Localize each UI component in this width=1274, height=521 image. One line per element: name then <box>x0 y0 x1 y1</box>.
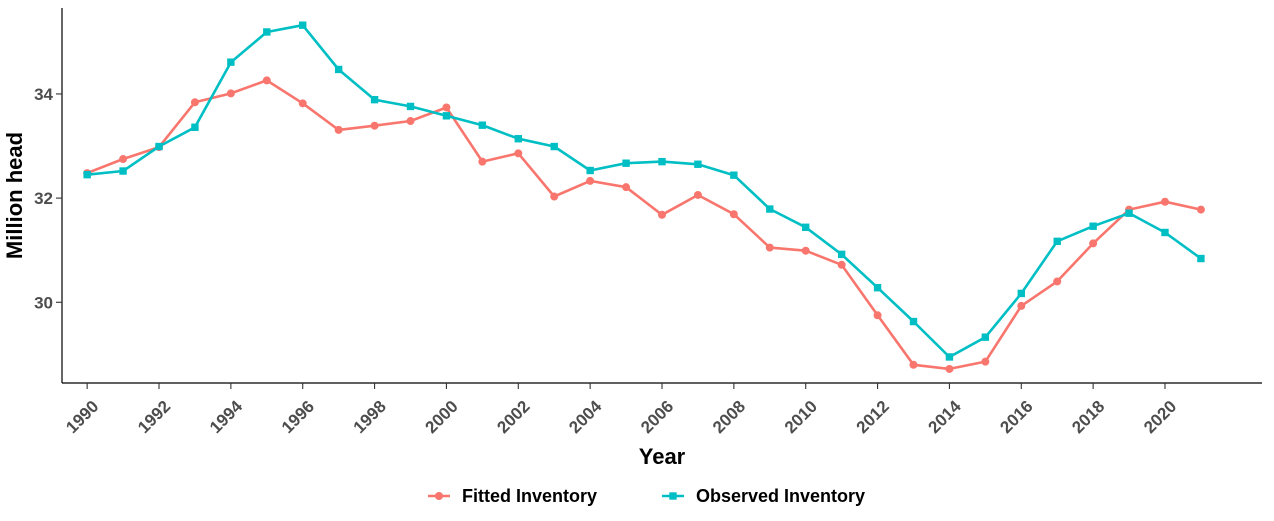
x-tick-label: 2014 <box>925 396 966 437</box>
data-point <box>334 125 343 134</box>
y-ticks: 30 32 34 <box>34 85 62 312</box>
data-point <box>1053 237 1061 246</box>
data-point <box>1089 239 1098 248</box>
x-tick-label: 1992 <box>134 397 174 437</box>
data-point <box>478 121 487 129</box>
x-tick-label: 2000 <box>422 397 462 437</box>
data-point <box>550 192 559 201</box>
data-point <box>191 123 199 131</box>
data-point <box>622 183 631 192</box>
data-point <box>370 121 379 130</box>
data-point <box>155 142 163 151</box>
legend-item: Observed Inventory <box>662 486 865 506</box>
legend-item: Fitted Inventory <box>428 486 597 506</box>
data-point <box>478 157 487 166</box>
data-point <box>406 117 415 126</box>
x-tick-label: 2004 <box>565 396 606 437</box>
x-ticks: 1990 1992 1994 1996 1998 2000 2002 2004 2006 2008… <box>62 383 1180 437</box>
y-tick-label: 30 <box>34 293 53 312</box>
x-tick-label: 2016 <box>996 397 1036 437</box>
data-point <box>837 250 846 259</box>
data-point <box>190 98 199 107</box>
data-point <box>119 155 128 164</box>
x-tick-label: 2012 <box>853 397 893 437</box>
data-point <box>622 159 630 167</box>
data-point <box>981 333 990 341</box>
x-tick-label: 1998 <box>350 397 390 437</box>
series-layer <box>83 21 1205 373</box>
data-point <box>1089 222 1097 230</box>
x-tick-label: 2008 <box>709 397 749 437</box>
data-point <box>226 89 235 98</box>
series-line <box>86 23 1202 359</box>
series-fitted-inventory <box>83 76 1205 373</box>
data-point <box>406 102 415 111</box>
series-observed-inventory <box>83 21 1205 361</box>
data-point <box>263 28 271 36</box>
data-point <box>945 364 954 373</box>
x-tick-label: 2010 <box>781 397 821 437</box>
data-point <box>1053 277 1062 286</box>
x-tick-label: 2002 <box>493 397 533 437</box>
x-tick-label: 1996 <box>278 397 318 437</box>
data-point <box>514 135 522 143</box>
data-point <box>873 311 882 320</box>
data-point <box>370 95 379 104</box>
data-point <box>1017 301 1026 310</box>
data-point <box>981 357 990 366</box>
data-point <box>442 103 451 112</box>
data-point <box>658 157 666 166</box>
data-point <box>909 317 918 326</box>
data-point <box>909 360 918 369</box>
legend-swatch-marker <box>435 492 443 500</box>
x-tick-label: 2020 <box>1140 397 1180 437</box>
y-axis-title: Million head <box>2 132 27 259</box>
data-point <box>442 112 451 120</box>
data-point <box>873 283 882 292</box>
data-point <box>765 243 774 252</box>
data-point <box>514 149 523 158</box>
data-point <box>1197 254 1205 263</box>
data-point <box>802 223 810 231</box>
x-axis-title: Year <box>639 444 686 469</box>
data-point <box>227 58 235 66</box>
data-point <box>298 99 307 108</box>
data-point <box>1161 228 1169 237</box>
data-point <box>299 21 307 29</box>
data-point <box>119 167 127 175</box>
x-tick-label: 1990 <box>62 397 102 437</box>
legend: Fitted Inventory Observed Inventory <box>428 486 865 506</box>
data-point <box>586 176 595 185</box>
data-point <box>693 190 702 199</box>
x-tick-label: 2006 <box>637 397 677 437</box>
data-point <box>83 170 91 179</box>
x-tick-label: 2018 <box>1068 397 1108 437</box>
data-point <box>586 166 594 175</box>
data-point <box>945 353 954 361</box>
y-tick-label: 34 <box>34 85 53 104</box>
data-point <box>1125 209 1133 217</box>
legend-swatch-marker <box>669 492 677 500</box>
data-point <box>766 205 774 213</box>
legend-label: Fitted Inventory <box>462 486 597 506</box>
data-point <box>262 76 271 85</box>
data-point <box>658 210 666 219</box>
axes <box>61 8 1262 384</box>
data-point <box>694 160 702 168</box>
data-point <box>729 210 738 219</box>
series-line <box>86 79 1202 371</box>
data-point <box>1017 289 1025 298</box>
y-tick-label: 32 <box>34 189 53 208</box>
data-point <box>801 246 810 255</box>
data-point <box>550 142 558 151</box>
data-point <box>334 65 343 74</box>
data-point <box>1160 197 1169 206</box>
data-point <box>837 260 846 269</box>
x-tick-label: 1994 <box>206 396 247 437</box>
legend-label: Observed Inventory <box>696 486 865 506</box>
data-point <box>1196 205 1205 214</box>
data-point <box>730 171 738 179</box>
